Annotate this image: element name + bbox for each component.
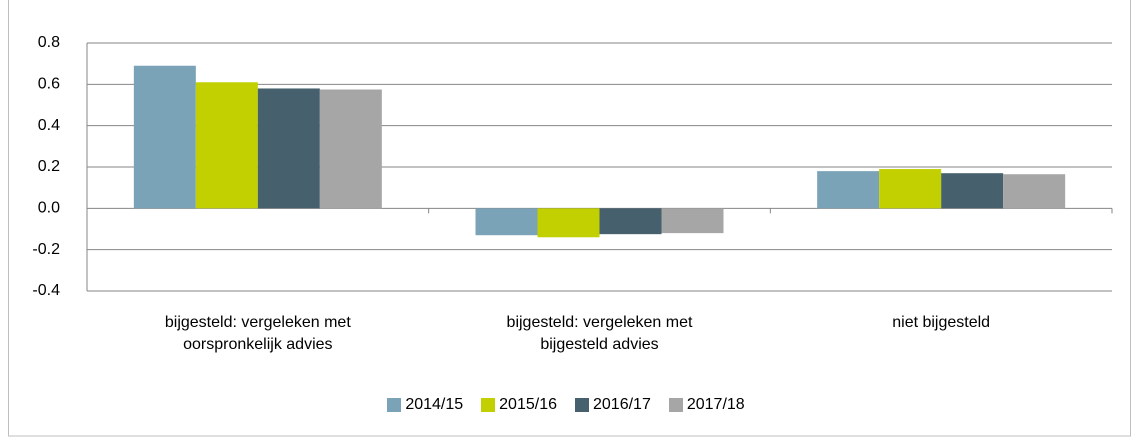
- bar: [879, 169, 942, 209]
- y-tick-label: 0.8: [38, 34, 60, 51]
- bar: [1003, 174, 1066, 209]
- frame: [8, 0, 1131, 437]
- legend-swatch: [387, 398, 402, 412]
- y-tick-label: -0.2: [32, 241, 60, 258]
- y-tick-label: 0.0: [38, 200, 60, 217]
- legend-swatch: [575, 398, 589, 412]
- bar: [133, 65, 196, 209]
- legend-label: 2017/18: [686, 396, 745, 413]
- x-tick-label: niet bijgesteld: [892, 314, 991, 331]
- bar: [817, 171, 880, 209]
- legend-item: 2015/16: [481, 396, 557, 414]
- y-tick-label: 0.4: [38, 117, 60, 134]
- legend-label: 2014/15: [405, 396, 464, 413]
- bar: [257, 88, 320, 209]
- y-tick-label: 0.2: [38, 158, 60, 175]
- legend-item: 2014/15: [387, 396, 463, 414]
- legend-swatch: [668, 398, 683, 412]
- legend-label: 2016/17: [593, 396, 651, 413]
- bar: [195, 82, 258, 209]
- x-tick-label: bijgesteld: vergeleken met bijgesteld ad…: [506, 314, 693, 353]
- bar: [599, 208, 662, 235]
- bar: [537, 208, 600, 238]
- legend: 2014/15 2015/16 2016/17 2017/18: [0, 396, 1132, 414]
- legend-label: 2015/16: [499, 396, 557, 413]
- bar: [941, 173, 1004, 209]
- bar: [319, 89, 382, 209]
- legend-swatch: [481, 398, 496, 412]
- legend-item: 2016/17: [575, 396, 651, 414]
- legend-item: 2017/18: [668, 396, 745, 414]
- bar: [475, 208, 538, 236]
- x-tick-label: bijgesteld: vergeleken met oorspronkelij…: [164, 314, 351, 353]
- y-tick-label: -0.4: [32, 282, 60, 299]
- y-tick-label: 0.6: [38, 76, 60, 93]
- bar: [661, 208, 724, 234]
